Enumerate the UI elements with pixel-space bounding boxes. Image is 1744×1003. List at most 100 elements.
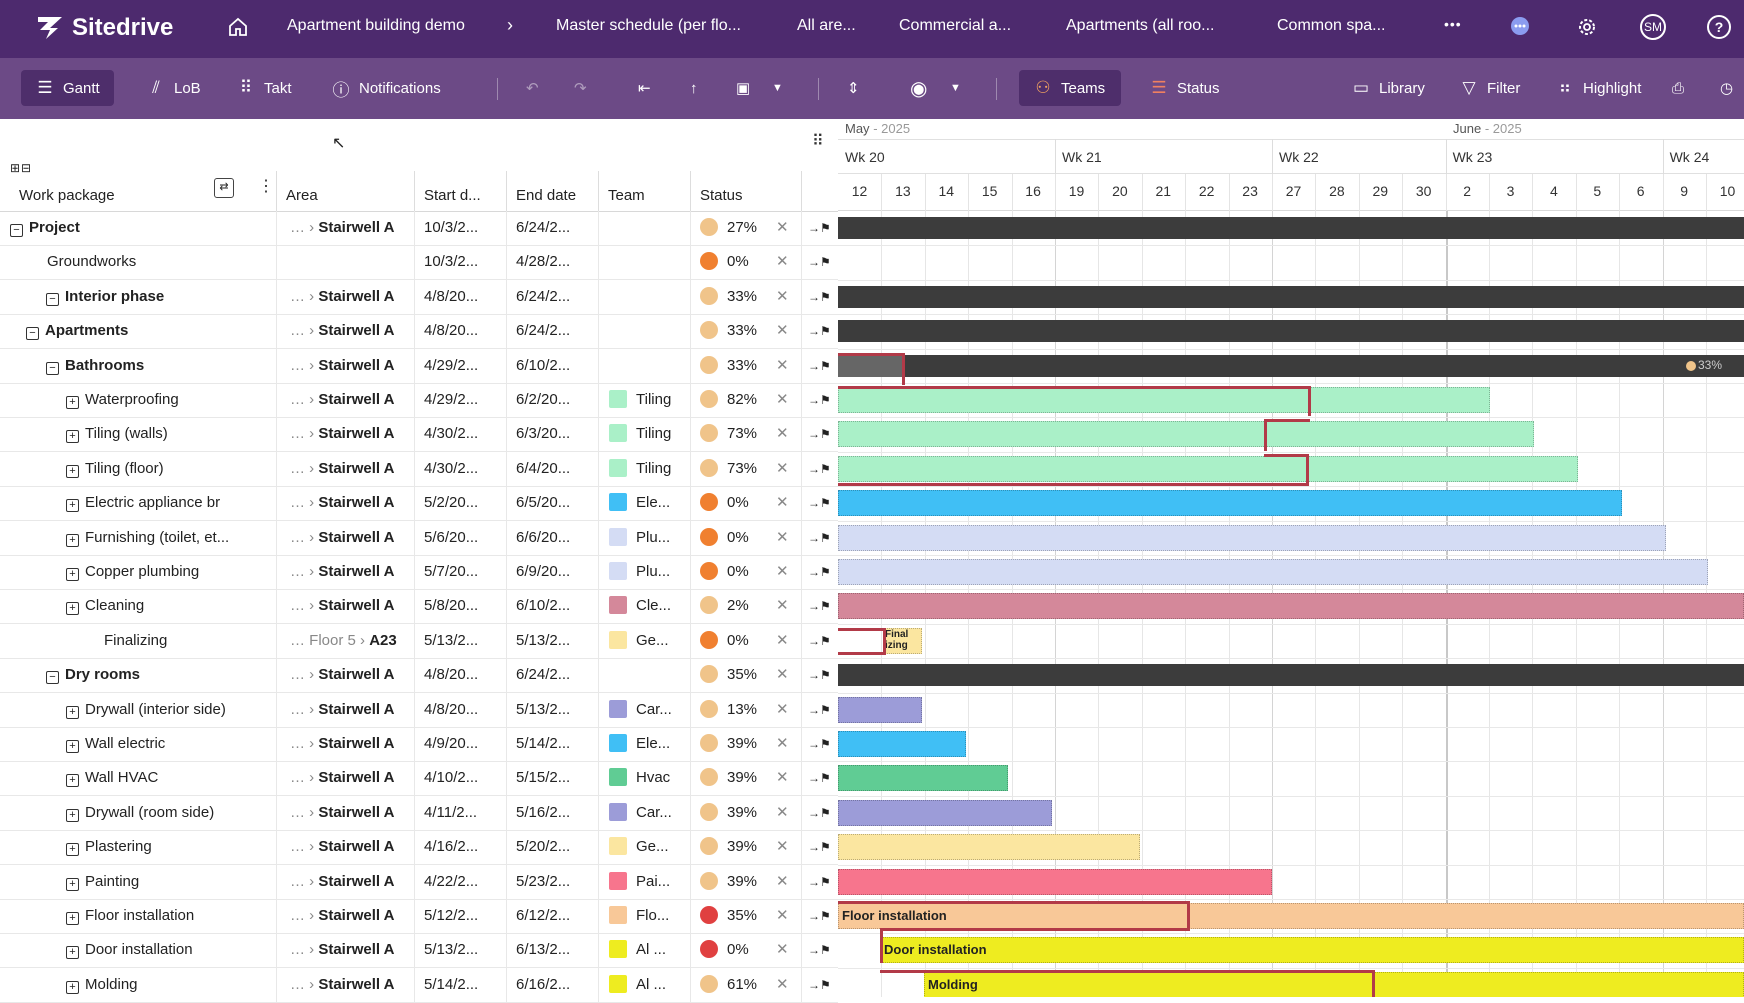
start-date-cell[interactable]: 5/8/20... (424, 597, 479, 615)
clear-status-icon[interactable]: ✕ (776, 907, 789, 924)
work-package-cell[interactable]: + Waterproofing (66, 383, 270, 417)
drag-handle-icon[interactable]: ⠿ (812, 133, 824, 150)
task-bar[interactable] (838, 387, 1490, 413)
team-cell[interactable] (609, 245, 691, 279)
start-date-cell[interactable]: 4/22/2... (424, 872, 479, 890)
start-date-cell[interactable]: 4/8/20... (424, 666, 479, 684)
dependency-flag-icon[interactable]: →⚑ (808, 221, 831, 235)
end-date-cell[interactable]: 5/14/2... (516, 735, 571, 752)
align-center-icon[interactable]: ⇕ (847, 80, 860, 97)
end-date-cell[interactable]: 6/24/2... (516, 219, 571, 236)
task-bar[interactable] (838, 903, 1744, 929)
team-cell[interactable]: Car... (609, 796, 691, 830)
status-cell[interactable]: 27% (700, 211, 780, 245)
table-row[interactable]: Finalizing … Floor 5 › A23 5/13/2... 5/13/2… (0, 623, 838, 659)
team-cell[interactable]: Ele... (609, 486, 691, 520)
column-menu-icon[interactable]: ⋮ (258, 178, 274, 195)
team-cell[interactable]: Cle... (609, 589, 691, 623)
history-clock-icon[interactable]: ◷ (1720, 80, 1734, 97)
clear-status-icon[interactable]: ✕ (776, 356, 789, 374)
dependency-flag-icon[interactable]: →⚑ (808, 461, 831, 476)
start-date-cell[interactable]: 5/7/20... (424, 563, 479, 580)
clear-status-icon[interactable]: ✕ (776, 391, 789, 408)
clear-status-icon[interactable]: ✕ (776, 563, 789, 580)
end-date-cell[interactable]: 6/5/20... (516, 494, 571, 512)
expand-plus-icon[interactable]: + (66, 740, 79, 753)
task-bar[interactable] (838, 524, 1666, 551)
expand-plus-icon[interactable]: + (66, 396, 79, 409)
status-cell[interactable]: 73% (700, 452, 780, 486)
status-cell[interactable]: 33% (700, 349, 780, 383)
summary-bar[interactable] (838, 320, 1744, 343)
end-date-cell[interactable]: 6/3/20... (516, 425, 571, 443)
filter-button[interactable]: ▽ Filter (1445, 70, 1534, 106)
summary-progress-bar[interactable] (838, 354, 904, 377)
team-cell[interactable]: Ge... (609, 624, 691, 658)
table-row[interactable]: + Plastering … › Stairwell A 4/16/2... 5/20/… (0, 830, 838, 866)
clear-status-icon[interactable]: ✕ (776, 287, 789, 305)
start-date-cell[interactable]: 10/3/2... (424, 253, 479, 271)
dependency-flag-icon[interactable]: →⚑ (808, 255, 831, 270)
breadcrumb-commercial[interactable]: Commercial a... (899, 17, 1012, 34)
end-date-cell[interactable]: 5/15/2... (516, 769, 571, 787)
breadcrumb-common-spaces[interactable]: Common spa... (1277, 17, 1386, 34)
team-cell[interactable]: Plu... (609, 555, 691, 589)
table-row[interactable]: + Copper plumbing … › Stairwell A 5/7/20...… (0, 555, 838, 590)
table-row[interactable]: + Wall HVAC … › Stairwell A 4/10/2... 5/15/2… (0, 761, 838, 797)
team-cell[interactable]: Tiling (609, 452, 691, 486)
collapse-minus-icon[interactable]: − (46, 671, 59, 685)
import-icon[interactable]: ⇤ (638, 80, 651, 97)
task-bar[interactable] (838, 765, 1008, 792)
expand-plus-icon[interactable]: + (66, 877, 79, 891)
visibility-dropdown-chevron-icon[interactable]: ▼ (950, 82, 961, 94)
area-cell[interactable]: … › Stairwell A (290, 521, 410, 555)
task-bar[interactable] (838, 696, 922, 723)
team-cell[interactable]: Tiling (609, 417, 691, 451)
expand-plus-icon[interactable]: + (66, 808, 79, 822)
work-package-cell[interactable]: − Apartments (26, 314, 270, 348)
status-cell[interactable]: 73% (700, 417, 780, 451)
end-date-cell[interactable]: 6/24/2... (516, 322, 571, 340)
dependency-flag-icon[interactable]: →⚑ (808, 737, 831, 751)
area-cell[interactable]: … › Stairwell A (290, 349, 410, 383)
team-cell[interactable] (609, 314, 691, 348)
area-cell[interactable]: … › Stairwell A (290, 486, 410, 520)
dependency-flag-icon[interactable]: →⚑ (808, 427, 831, 442)
team-cell[interactable] (609, 658, 691, 692)
start-date-cell[interactable]: 4/8/20... (424, 322, 479, 340)
task-bar[interactable] (838, 593, 1744, 620)
status-cell[interactable]: 39% (700, 761, 780, 795)
dependency-flag-icon[interactable]: →⚑ (808, 874, 831, 889)
work-package-cell[interactable]: Groundworks (47, 245, 270, 279)
table-row[interactable]: + Drywall (interior side) … › Stairwell A 4… (0, 692, 838, 728)
end-date-cell[interactable]: 5/13/2... (516, 631, 571, 649)
work-package-cell[interactable]: + Molding (66, 968, 270, 1002)
dependency-flag-icon[interactable]: →⚑ (808, 943, 831, 958)
task-bar[interactable] (838, 490, 1622, 517)
dependency-flag-icon[interactable]: →⚑ (808, 805, 831, 820)
library-button[interactable]: ▭ Library (1337, 70, 1439, 106)
start-date-cell[interactable]: 4/30/2... (424, 459, 479, 477)
table-row[interactable]: + Drywall (room side) … › Stairwell A 4/11/… (0, 795, 838, 831)
work-package-cell[interactable]: + Drywall (room side) (66, 796, 270, 830)
column-header-area[interactable]: Area (286, 187, 318, 204)
expand-plus-icon[interactable]: + (66, 774, 79, 788)
status-cell[interactable]: 0% (700, 555, 780, 589)
expand-plus-icon[interactable]: + (66, 705, 79, 719)
expand-plus-icon[interactable]: + (66, 568, 79, 581)
clear-status-icon[interactable]: ✕ (776, 700, 789, 718)
team-cell[interactable]: Ele... (609, 727, 691, 761)
column-header-work-package[interactable]: Work package (19, 187, 115, 204)
team-cell[interactable] (609, 280, 691, 314)
start-date-cell[interactable]: 4/9/20... (424, 735, 479, 752)
task-bar[interactable] (880, 937, 1744, 964)
status-cell[interactable]: 0% (700, 933, 780, 967)
expand-plus-icon[interactable]: + (66, 946, 79, 960)
status-cell[interactable]: 39% (700, 796, 780, 830)
logo[interactable]: Sitedrive (36, 14, 173, 42)
table-row[interactable]: + Tiling (floor) … › Stairwell A 4/30/2... 6… (0, 451, 838, 487)
area-cell[interactable]: … › Stairwell A (290, 693, 410, 727)
work-package-cell[interactable]: + Drywall (interior side) (66, 693, 270, 727)
dependency-flag-icon[interactable]: →⚑ (808, 289, 831, 304)
start-date-cell[interactable]: 4/8/20... (424, 700, 479, 718)
